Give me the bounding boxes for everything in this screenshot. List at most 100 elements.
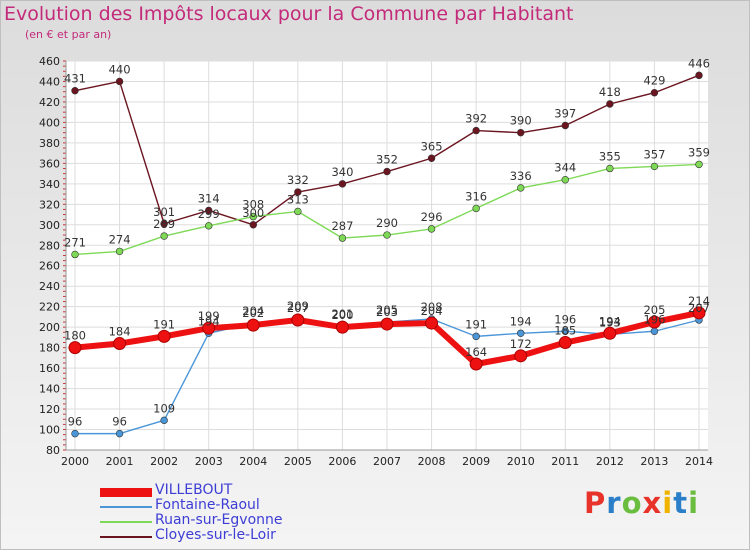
data-label-ruan-sur-egvonne: 316 <box>465 189 487 203</box>
data-point-cloyes-sur-le-loir <box>650 89 659 97</box>
data-label-cloyes-sur-le-loir: 440 <box>109 62 131 76</box>
data-label-cloyes-sur-le-loir: 352 <box>376 153 398 167</box>
data-point-fontaine-raoul <box>650 327 659 335</box>
data-label-villebout: 207 <box>287 301 309 315</box>
data-point-ruan-sur-egvonne <box>383 231 391 239</box>
data-label-villebout: 180 <box>64 329 86 343</box>
data-point-cloyes-sur-le-loir <box>205 206 213 215</box>
x-tick-label: 2013 <box>640 455 668 468</box>
data-point-fontaine-raoul <box>561 327 569 335</box>
y-tick-label: 100 <box>39 424 60 437</box>
data-point-villebout <box>380 317 394 331</box>
y-tick-label: 360 <box>39 157 60 170</box>
data-point-cloyes-sur-le-loir <box>517 128 525 137</box>
data-label-cloyes-sur-le-loir: 397 <box>554 106 576 120</box>
data-label-ruan-sur-egvonne: 274 <box>109 232 131 246</box>
data-label-fontaine-raoul: 191 <box>465 317 487 331</box>
data-label-fontaine-raoul: 207 <box>688 301 710 315</box>
chart-subtitle: (en € et par an) <box>25 28 112 41</box>
data-label-cloyes-sur-le-loir: 418 <box>599 85 621 99</box>
y-tick-label: 140 <box>39 383 60 396</box>
y-tick-label: 440 <box>39 75 60 88</box>
data-label-fontaine-raoul: 205 <box>376 303 398 317</box>
data-label-fontaine-raoul: 196 <box>554 312 576 326</box>
data-label-cloyes-sur-le-loir: 314 <box>198 191 220 205</box>
data-point-villebout <box>335 320 349 334</box>
data-label-villebout: 199 <box>198 309 220 323</box>
y-tick-label: 180 <box>39 342 60 355</box>
x-tick-label: 2001 <box>106 455 134 468</box>
x-tick-label: 2014 <box>685 455 713 468</box>
data-point-ruan-sur-egvonne <box>205 222 213 230</box>
data-point-ruan-sur-egvonne <box>517 184 525 192</box>
data-point-villebout <box>202 321 216 335</box>
chart-title: Evolution des Impôts locaux pour la Comm… <box>4 3 574 25</box>
y-tick-label: 160 <box>39 362 60 375</box>
data-label-villebout: 203 <box>376 305 398 319</box>
data-label-fontaine-raoul: 196 <box>643 312 665 326</box>
data-point-villebout <box>291 313 305 327</box>
data-point-cloyes-sur-le-loir <box>115 77 124 86</box>
data-label-cloyes-sur-le-loir: 365 <box>421 139 443 153</box>
data-label-villebout: 164 <box>465 345 487 359</box>
data-label-ruan-sur-egvonne: 287 <box>331 219 353 233</box>
data-point-cloyes-sur-le-loir <box>561 121 569 130</box>
data-label-villebout: 214 <box>688 294 710 308</box>
data-point-villebout <box>113 337 127 351</box>
data-point-ruan-sur-egvonne <box>338 234 347 242</box>
data-point-ruan-sur-egvonne <box>115 247 124 256</box>
x-tick-label: 2010 <box>507 455 535 468</box>
data-label-fontaine-raoul: 209 <box>287 299 309 313</box>
data-label-villebout: 184 <box>109 325 131 339</box>
x-tick-label: 2002 <box>150 455 178 468</box>
legend-label: Ruan-sur-Egvonne <box>155 512 283 528</box>
x-tick-label: 2012 <box>596 455 624 468</box>
data-label-fontaine-raoul: 109 <box>153 401 175 415</box>
data-label-fontaine-raoul: 194 <box>198 314 220 328</box>
data-label-villebout: 200 <box>331 308 353 322</box>
data-label-cloyes-sur-le-loir: 431 <box>64 72 86 86</box>
data-label-ruan-sur-egvonne: 290 <box>376 216 398 230</box>
y-tick-label: 240 <box>39 280 60 293</box>
data-point-ruan-sur-egvonne <box>427 225 436 233</box>
data-point-fontaine-raoul <box>115 429 124 438</box>
data-label-fontaine-raoul: 193 <box>599 315 621 329</box>
data-label-ruan-sur-egvonne: 355 <box>599 149 621 163</box>
data-point-ruan-sur-egvonne <box>606 164 614 173</box>
data-label-fontaine-raoul: 96 <box>68 415 83 429</box>
data-point-ruan-sur-egvonne <box>650 162 659 171</box>
y-tick-label: 460 <box>39 55 60 68</box>
proxiti-logo: Proxiti <box>584 486 700 520</box>
y-tick-label: 340 <box>39 178 60 191</box>
y-tick-label: 380 <box>39 137 60 150</box>
y-tick-label: 80 <box>46 444 60 457</box>
data-label-fontaine-raoul: 96 <box>112 415 127 429</box>
data-label-ruan-sur-egvonne: 359 <box>688 145 710 159</box>
data-label-cloyes-sur-le-loir: 340 <box>331 165 353 179</box>
y-tick-label: 400 <box>39 116 60 129</box>
data-label-ruan-sur-egvonne: 313 <box>287 192 309 206</box>
data-point-ruan-sur-egvonne <box>294 207 302 216</box>
data-point-villebout <box>469 357 483 371</box>
data-label-cloyes-sur-le-loir: 390 <box>510 114 532 128</box>
y-tick-label: 220 <box>39 301 60 314</box>
data-point-ruan-sur-egvonne <box>249 212 257 221</box>
data-label-cloyes-sur-le-loir: 300 <box>242 206 264 220</box>
data-label-cloyes-sur-le-loir: 429 <box>643 74 665 88</box>
data-label-cloyes-sur-le-loir: 301 <box>153 205 175 219</box>
x-tick-label: 2008 <box>418 455 446 468</box>
data-point-villebout <box>514 349 528 363</box>
data-point-cloyes-sur-le-loir <box>472 126 480 135</box>
x-tick-label: 2000 <box>61 455 89 468</box>
legend-swatch <box>100 487 152 497</box>
data-label-villebout: 185 <box>554 324 576 338</box>
data-label-fontaine-raoul: 194 <box>510 314 532 328</box>
y-tick-label: 320 <box>39 198 60 211</box>
y-tick-label: 200 <box>39 321 60 334</box>
data-label-cloyes-sur-le-loir: 392 <box>465 112 487 126</box>
data-point-cloyes-sur-le-loir <box>383 167 391 176</box>
data-label-ruan-sur-egvonne: 344 <box>554 161 576 175</box>
data-label-villebout: 204 <box>421 304 443 318</box>
legend-label: Fontaine-Raoul <box>155 497 260 513</box>
data-point-ruan-sur-egvonne <box>71 250 79 259</box>
